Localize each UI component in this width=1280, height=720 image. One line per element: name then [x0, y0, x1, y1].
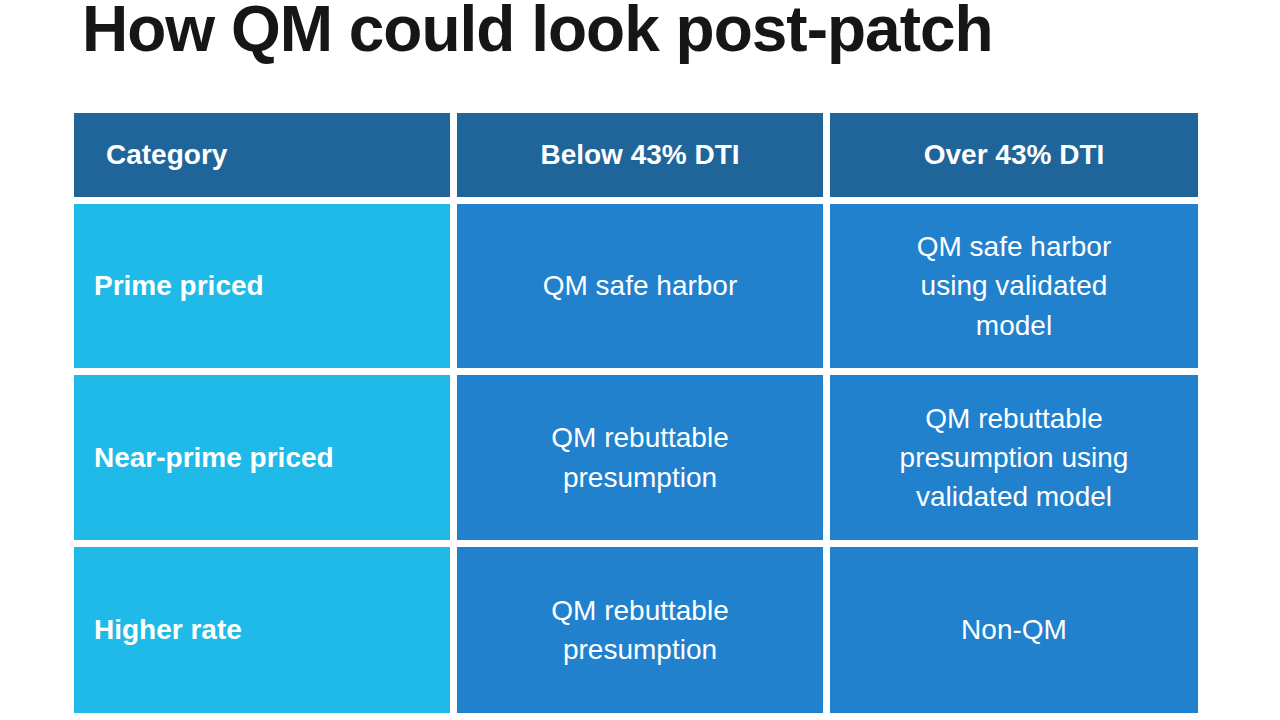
row-near-prime-below-cell: QM rebuttable presumption: [457, 375, 823, 540]
row-near-prime-label-cell: Near-prime priced: [74, 375, 450, 540]
qm-table: Category Below 43% DTI Over 43% DTI Prim…: [74, 113, 1198, 713]
row-prime-label-cell: Prime priced: [74, 204, 450, 368]
header-cell-below-43-dti: Below 43% DTI: [457, 113, 823, 197]
row-near-prime-over-cell: QM rebuttable presumption using validate…: [830, 375, 1198, 540]
row-higher-rate-below-cell: QM rebuttable presumption: [457, 547, 823, 713]
row-prime-over-cell: QM safe harbor using validated model: [830, 204, 1198, 368]
header-cell-over-43-dti: Over 43% DTI: [830, 113, 1198, 197]
row-higher-rate-over-cell: Non-QM: [830, 547, 1198, 713]
row-prime-below-cell: QM safe harbor: [457, 204, 823, 368]
header-cell-category: Category: [74, 113, 450, 197]
page-title: How QM could look post-patch: [82, 0, 993, 63]
row-higher-rate-label-cell: Higher rate: [74, 547, 450, 713]
slide: How QM could look post-patch Category Be…: [0, 0, 1280, 720]
